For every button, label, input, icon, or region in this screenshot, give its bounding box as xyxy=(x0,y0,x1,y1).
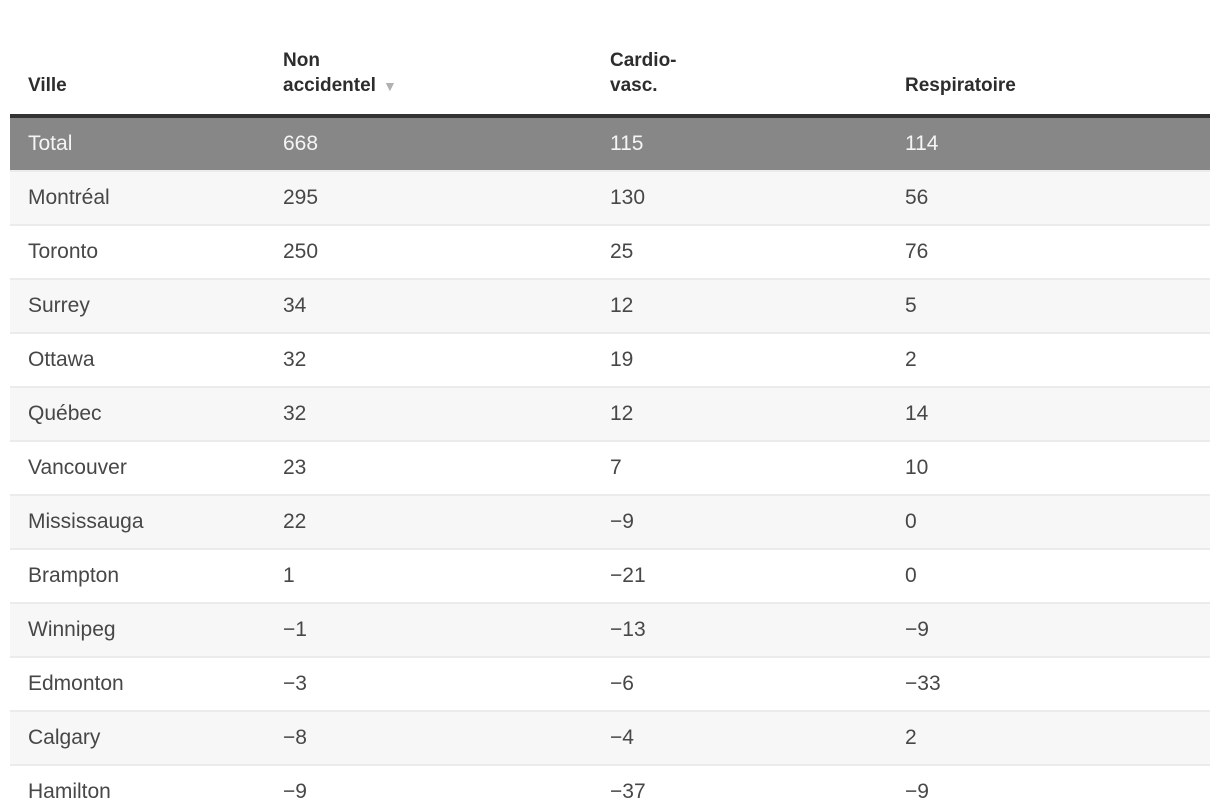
value-cell: −6 xyxy=(610,672,634,696)
value-cell: −8 xyxy=(283,726,307,750)
value-cell: 1 xyxy=(283,564,295,588)
value-cell: −9 xyxy=(610,510,634,534)
row-label-cell: Winnipeg xyxy=(28,618,116,642)
value-cell: 250 xyxy=(283,240,319,264)
row-label-cell: Edmonton xyxy=(28,672,124,696)
value-cell: 0 xyxy=(905,510,917,534)
value-cell: 76 xyxy=(905,240,929,264)
row-label-cell: Vancouver xyxy=(28,456,127,480)
value-cell: 32 xyxy=(283,402,307,426)
col-header-ville[interactable]: Ville xyxy=(10,0,265,116)
value-cell: 295 xyxy=(283,186,319,210)
table-body: Total 668 115 114 Montréal 295 130 56 To… xyxy=(10,116,1210,810)
value-cell: 22 xyxy=(283,510,307,534)
value-cell: 56 xyxy=(905,186,929,210)
row-label-cell: Surrey xyxy=(28,294,90,318)
col-header-label: Ville xyxy=(28,75,67,97)
row-label-cell: Hamilton xyxy=(28,780,111,804)
value-cell: −9 xyxy=(905,780,929,804)
col-header-label: Cardio- vasc. xyxy=(610,50,677,97)
table-header: Ville Non accidentel ▼ Cardio- vasc. Resp… xyxy=(10,0,1210,116)
value-cell: 2 xyxy=(905,726,917,750)
value-cell: 130 xyxy=(610,186,646,210)
table-row: Winnipeg −1 −13 −9 xyxy=(10,603,1210,658)
value-cell: 2 xyxy=(905,348,917,372)
value-cell: −4 xyxy=(610,726,634,750)
table-row: Vancouver 23 7 10 xyxy=(10,441,1210,495)
row-label-cell: Total xyxy=(28,132,73,156)
value-cell: 668 xyxy=(283,132,319,156)
mortality-by-city-table: Ville Non accidentel ▼ Cardio- vasc. Resp… xyxy=(10,0,1210,810)
table-row: Toronto 250 25 76 xyxy=(10,225,1210,279)
table-row: Montréal 295 130 56 xyxy=(10,171,1210,226)
value-cell: −9 xyxy=(283,780,307,804)
table-row: Ottawa 32 19 2 xyxy=(10,333,1210,387)
table-row: Edmonton −3 −6 −33 xyxy=(10,657,1210,711)
row-label-cell: Ottawa xyxy=(28,348,95,372)
value-cell: 14 xyxy=(905,402,929,426)
col-header-non-accidentel[interactable]: Non accidentel ▼ xyxy=(265,0,592,116)
col-header-label: Non accidentel xyxy=(283,50,376,97)
value-cell: 114 xyxy=(905,132,939,156)
value-cell: 32 xyxy=(283,348,307,372)
value-cell: −3 xyxy=(283,672,307,696)
row-label-cell: Calgary xyxy=(28,726,101,750)
value-cell: 19 xyxy=(610,348,634,372)
table-row: Québec 32 12 14 xyxy=(10,387,1210,442)
col-header-respiratoire[interactable]: Respiratoire xyxy=(887,0,1210,116)
value-cell: 5 xyxy=(905,294,917,318)
row-label-cell: Toronto xyxy=(28,240,99,264)
value-cell: −9 xyxy=(905,618,929,642)
col-header-label: Respiratoire xyxy=(905,75,1016,97)
value-cell: −33 xyxy=(905,672,941,696)
value-cell: −21 xyxy=(610,564,646,588)
value-cell: 23 xyxy=(283,456,307,480)
value-cell: 0 xyxy=(905,564,917,588)
table-row-total: Total 668 115 114 xyxy=(10,116,1210,172)
table-row: Mississauga 22 −9 0 xyxy=(10,495,1210,550)
value-cell: 34 xyxy=(283,294,307,318)
value-cell: 25 xyxy=(610,240,634,264)
value-cell: 7 xyxy=(610,456,622,480)
value-cell: −37 xyxy=(610,780,646,804)
value-cell: −1 xyxy=(283,618,307,642)
value-cell: 10 xyxy=(905,456,929,480)
row-label-cell: Montréal xyxy=(28,186,110,210)
value-cell: 12 xyxy=(610,294,634,318)
table-row: Brampton 1 −21 0 xyxy=(10,549,1210,603)
table-row: Calgary −8 −4 2 xyxy=(10,711,1210,766)
value-cell: −13 xyxy=(610,618,646,642)
value-cell: 115 xyxy=(610,132,644,156)
table-row: Surrey 34 12 5 xyxy=(10,279,1210,334)
header-row: Ville Non accidentel ▼ Cardio- vasc. Resp… xyxy=(10,0,1210,116)
row-label-cell: Mississauga xyxy=(28,510,144,534)
row-label-cell: Québec xyxy=(28,402,102,426)
col-header-cardio-vasc[interactable]: Cardio- vasc. xyxy=(592,0,887,116)
row-label-cell: Brampton xyxy=(28,564,120,588)
sort-desc-icon[interactable]: ▼ xyxy=(382,78,397,95)
table-row: Hamilton −9 −37 −9 xyxy=(10,765,1210,810)
value-cell: 12 xyxy=(610,402,634,426)
